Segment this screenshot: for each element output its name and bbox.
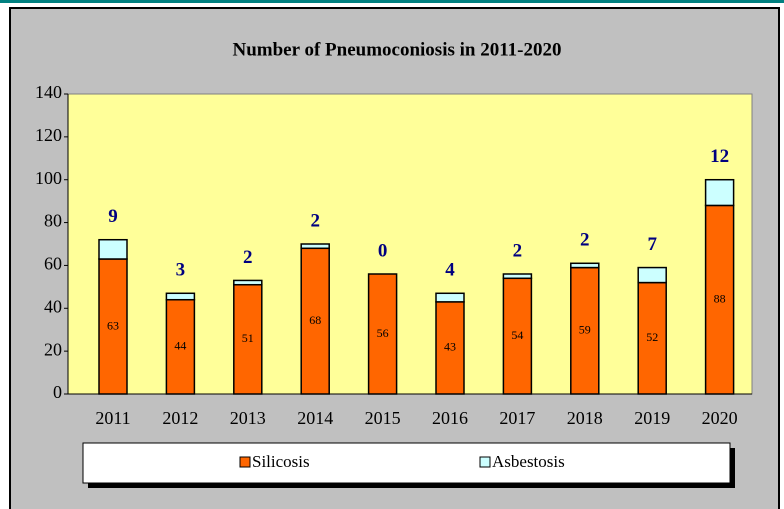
y-tick-label: 40 — [44, 296, 62, 316]
x-tick-label: 2012 — [162, 408, 198, 428]
bar-segment — [435, 292, 465, 303]
legend-label: Asbestosis — [492, 452, 565, 471]
value-label: 7 — [647, 234, 657, 255]
value-label: 51 — [242, 331, 254, 345]
value-label: 56 — [377, 326, 389, 340]
y-tick-label: 120 — [35, 125, 62, 145]
value-label: 63 — [107, 318, 119, 332]
bar-segment — [502, 277, 533, 395]
value-label: 52 — [646, 330, 658, 344]
bar-segment — [367, 273, 398, 395]
y-tick-label: 100 — [35, 168, 62, 188]
y-tick-label: 0 — [53, 382, 62, 402]
bar-segment — [233, 279, 263, 286]
bar-segment — [165, 292, 196, 301]
bar-segment — [502, 273, 533, 280]
y-tick-label: 60 — [44, 254, 62, 274]
value-label: 43 — [444, 340, 456, 354]
bar-segment — [233, 283, 263, 395]
value-label: 2 — [580, 230, 590, 251]
bar-segment — [704, 178, 735, 207]
value-label: 2 — [243, 247, 253, 268]
bar-segment — [637, 266, 667, 284]
x-tick-label: 2018 — [567, 408, 603, 428]
chart-title: Number of Pneumoconiosis in 2011-2020 — [232, 39, 561, 60]
y-tick-label: 140 — [35, 82, 62, 102]
value-label: 44 — [174, 339, 186, 353]
value-label: 59 — [579, 323, 591, 337]
value-label: 88 — [714, 291, 726, 305]
x-tick-label: 2013 — [230, 408, 266, 428]
bar-segment — [570, 262, 600, 269]
x-tick-label: 2016 — [432, 408, 468, 428]
bar-segment — [98, 258, 128, 395]
bar-segment — [300, 247, 330, 395]
x-tick-label: 2011 — [95, 408, 130, 428]
legend-swatch — [239, 456, 251, 468]
y-tick-label: 80 — [44, 211, 62, 231]
value-label: 0 — [378, 240, 388, 261]
x-tick-label: 2017 — [499, 408, 535, 428]
top-stripe — [0, 0, 784, 3]
bar-segment — [637, 281, 667, 395]
legend-label: Silicosis — [252, 452, 310, 471]
x-tick-label: 2019 — [634, 408, 670, 428]
legend-swatch — [479, 456, 491, 468]
value-label: 3 — [176, 260, 186, 281]
value-label: 54 — [511, 328, 523, 342]
x-tick-label: 2014 — [297, 408, 333, 428]
bar-segment — [570, 266, 600, 395]
x-tick-label: 2015 — [365, 408, 401, 428]
value-label: 4 — [445, 260, 455, 281]
y-tick-label: 20 — [44, 339, 62, 359]
value-label: 12 — [710, 146, 729, 167]
value-label: 2 — [310, 210, 320, 231]
bar-segment — [98, 238, 128, 260]
x-tick-label: 2020 — [702, 408, 738, 428]
value-label: 68 — [309, 313, 321, 327]
legend — [82, 442, 731, 484]
value-label: 2 — [513, 240, 523, 261]
value-label: 9 — [108, 206, 118, 227]
bar-segment — [300, 243, 330, 250]
